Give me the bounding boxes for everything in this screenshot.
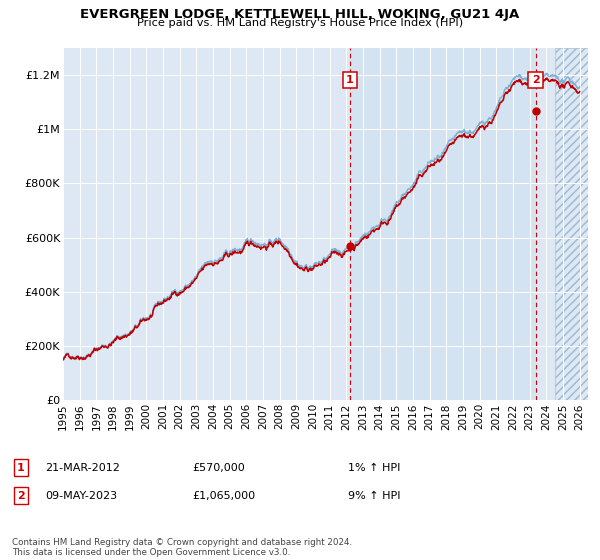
Text: 21-MAR-2012: 21-MAR-2012 [45,463,120,473]
Text: 2: 2 [17,491,25,501]
Text: 2: 2 [532,75,539,85]
Text: £570,000: £570,000 [192,463,245,473]
Text: Contains HM Land Registry data © Crown copyright and database right 2024.
This d: Contains HM Land Registry data © Crown c… [12,538,352,557]
Bar [554,48,588,400]
Text: EVERGREEN LODGE, KETTLEWELL HILL, WOKING, GU21 4JA: EVERGREEN LODGE, KETTLEWELL HILL, WOKING… [80,8,520,21]
Bar [350,48,536,400]
Text: 09-MAY-2023: 09-MAY-2023 [45,491,117,501]
Text: £1,065,000: £1,065,000 [192,491,255,501]
Text: 1: 1 [17,463,25,473]
Text: 1: 1 [346,75,354,85]
Text: Price paid vs. HM Land Registry's House Price Index (HPI): Price paid vs. HM Land Registry's House … [137,18,463,28]
Text: 9% ↑ HPI: 9% ↑ HPI [348,491,401,501]
Text: 1% ↑ HPI: 1% ↑ HPI [348,463,400,473]
